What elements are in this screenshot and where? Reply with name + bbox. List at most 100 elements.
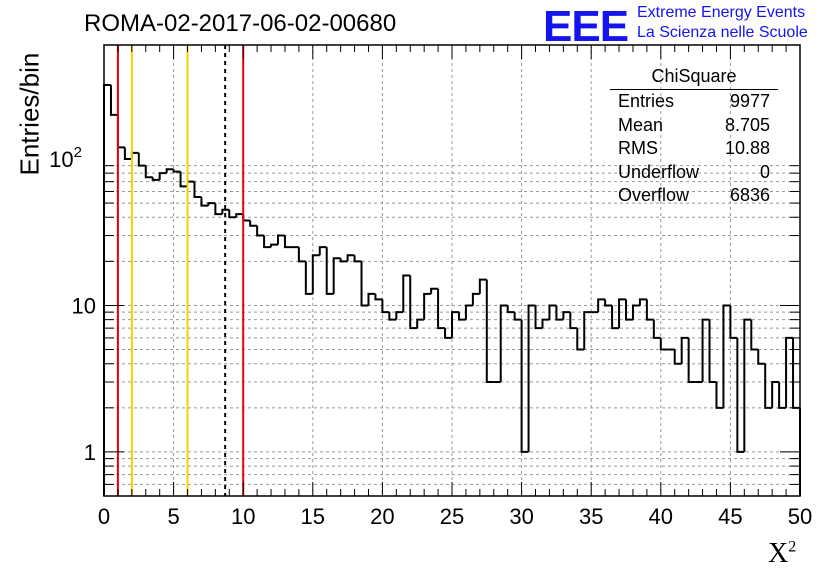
axis-ticks (103, 45, 801, 497)
histogram-bin (792, 337, 800, 409)
histogram-bin (778, 382, 787, 409)
histogram-bin (193, 181, 202, 199)
x-tick-label: 20 (370, 504, 394, 529)
x-tick-label: 15 (301, 504, 325, 529)
histogram-bin (423, 292, 432, 320)
histogram-bin (430, 287, 439, 294)
histogram-bin (555, 305, 564, 321)
histogram-bin (506, 305, 515, 314)
histogram-bin (165, 168, 174, 174)
histogram-bin (729, 305, 738, 339)
histogram-bin (388, 312, 397, 321)
stats-row: Mean 8.705 (610, 114, 778, 138)
y-tick-label: 10 (72, 293, 96, 318)
stats-title: ChiSquare (610, 66, 778, 90)
histogram-bin (680, 336, 689, 364)
y-tick-label: 102 (49, 144, 82, 172)
histogram-bin (583, 311, 592, 350)
x-tick-label: 50 (788, 504, 812, 529)
stats-value: 10.88 (724, 138, 770, 158)
stats-label: Underflow (618, 161, 700, 182)
histogram-bin (645, 299, 654, 321)
stats-value: 6836 (729, 185, 770, 205)
histogram-bin (604, 299, 613, 307)
histogram-bin (144, 165, 153, 179)
histogram-bin (625, 299, 633, 321)
histogram-bin (360, 261, 369, 307)
histogram-bin (785, 336, 794, 408)
histogram-bin (576, 328, 585, 351)
histogram-bin (541, 318, 550, 329)
histogram-bin (109, 84, 118, 116)
histogram-bin (283, 235, 292, 249)
y-tick-label: 1 (84, 440, 96, 465)
stats-label: Mean (618, 114, 664, 135)
histogram-bin (186, 180, 195, 187)
histogram-bin (771, 381, 780, 408)
histogram-bin (318, 246, 327, 256)
histogram-bin (597, 298, 606, 313)
stats-value: 9977 (729, 91, 770, 111)
histogram-bin (325, 247, 334, 295)
histogram-bin (151, 177, 160, 181)
histogram-bin (652, 319, 661, 339)
histogram-bin (130, 151, 139, 159)
x-tick-label: 25 (440, 504, 464, 529)
histogram-bin (520, 319, 529, 453)
histogram-bin (513, 312, 522, 321)
stats-value: 8.705 (724, 114, 770, 135)
stats-label: Overflow (618, 185, 690, 205)
histogram-bin (249, 220, 258, 227)
histogram-bin (750, 319, 759, 351)
histogram-bin (618, 298, 626, 329)
histogram-bin (123, 147, 132, 160)
axis-tick-labels: 0 5 10 15 20 25 30 35 40 45 50 1 10 102 (49, 144, 812, 529)
x-tick-label: 0 (98, 504, 110, 529)
histogram-bin (715, 382, 724, 409)
x-tick-label: 10 (231, 504, 255, 529)
eee-logo: EEE (543, 2, 629, 51)
histogram-bin (764, 363, 773, 409)
histogram-bin (478, 278, 487, 294)
logo-line-2: La Scienza nelle Scuole (637, 24, 808, 41)
histogram-bin (263, 235, 272, 249)
histogram-bin (437, 288, 446, 330)
y-axis-label: Entries/bin (14, 52, 45, 176)
grid-lines (104, 45, 800, 497)
histogram-bin (451, 311, 459, 338)
histogram-bin (471, 292, 480, 306)
histogram-bin (200, 197, 209, 207)
histogram-bin (611, 305, 620, 330)
histogram-bin (346, 254, 355, 262)
histogram-bin (416, 318, 425, 329)
histogram-bin (214, 203, 223, 216)
histogram-bin (172, 169, 181, 173)
histogram-bin (228, 209, 237, 219)
histogram-bin (332, 257, 341, 294)
histogram-bin (485, 279, 494, 384)
histogram-bin (464, 304, 473, 320)
histogram-bin (221, 208, 230, 215)
histogram-bin (527, 304, 536, 452)
histogram-bin (687, 337, 696, 384)
stats-box: ChiSquare Entries 9977 Mean 8.705 RMS 10.88 Un… (610, 66, 778, 208)
stats-value: 0 (759, 161, 770, 182)
histogram-bin (743, 318, 752, 452)
stats-row: RMS 10.88 (610, 137, 778, 161)
histogram-bin (381, 299, 390, 314)
histogram-bin (367, 292, 376, 306)
histogram-bin (277, 234, 285, 245)
histogram-bin (339, 258, 348, 263)
reference-lines (116, 45, 245, 496)
histogram-bin (235, 213, 244, 218)
histogram-series (103, 83, 801, 496)
histogram-bin (701, 318, 710, 383)
stats-label: Entries (618, 91, 675, 111)
x-tick-label: 5 (167, 504, 179, 529)
histogram-bin (457, 312, 466, 321)
histogram-bin (116, 114, 125, 149)
x-tick-label: 35 (579, 504, 603, 529)
histogram-bin (103, 83, 111, 496)
x-tick-label: 40 (649, 504, 673, 529)
